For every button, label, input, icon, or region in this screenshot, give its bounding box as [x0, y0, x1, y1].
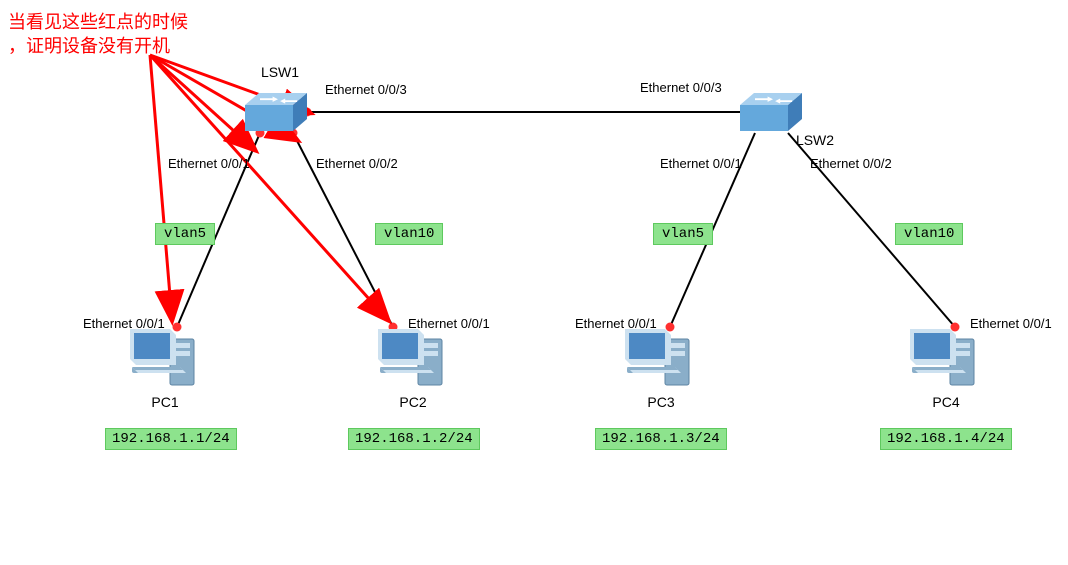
annotation-note: 当看见这些红点的时候 ，证明设备没有开机	[8, 10, 188, 58]
lsw1-name: LSW1	[250, 64, 310, 80]
pc3-name: PC3	[631, 394, 691, 410]
port-label: Ethernet 0/0/3	[325, 82, 407, 97]
vlan-badge-10a: vlan10	[375, 223, 443, 245]
pc4-ip: 192.168.1.4/24	[880, 428, 1012, 450]
svg-layer	[0, 0, 1068, 565]
pc1-ip: 192.168.1.1/24	[105, 428, 237, 450]
vlan-badge-5b: vlan5	[653, 223, 713, 245]
note-line2: ，证明设备没有开机	[8, 36, 170, 56]
lsw2-name: LSW2	[785, 132, 845, 148]
port-label: Ethernet 0/0/1	[408, 316, 490, 331]
pc4-name: PC4	[916, 394, 976, 410]
diagram-stage: { "note": {"line1":"当看见这些红点的时候","line2":…	[0, 0, 1068, 565]
port-label: Ethernet 0/0/1	[575, 316, 657, 331]
port-label: Ethernet 0/0/2	[810, 156, 892, 171]
port-label: Ethernet 0/0/1	[970, 316, 1052, 331]
pc2-ip: 192.168.1.2/24	[348, 428, 480, 450]
vlan-badge-10b: vlan10	[895, 223, 963, 245]
port-label: Ethernet 0/0/1	[168, 156, 250, 171]
pc1-name: PC1	[135, 394, 195, 410]
pc2-name: PC2	[383, 394, 443, 410]
note-line1: 当看见这些红点的时候	[8, 12, 188, 32]
pc3-ip: 192.168.1.3/24	[595, 428, 727, 450]
port-label: Ethernet 0/0/3	[640, 80, 722, 95]
port-label: Ethernet 0/0/1	[660, 156, 742, 171]
port-label: Ethernet 0/0/1	[83, 316, 165, 331]
vlan-badge-5a: vlan5	[155, 223, 215, 245]
port-label: Ethernet 0/0/2	[316, 156, 398, 171]
